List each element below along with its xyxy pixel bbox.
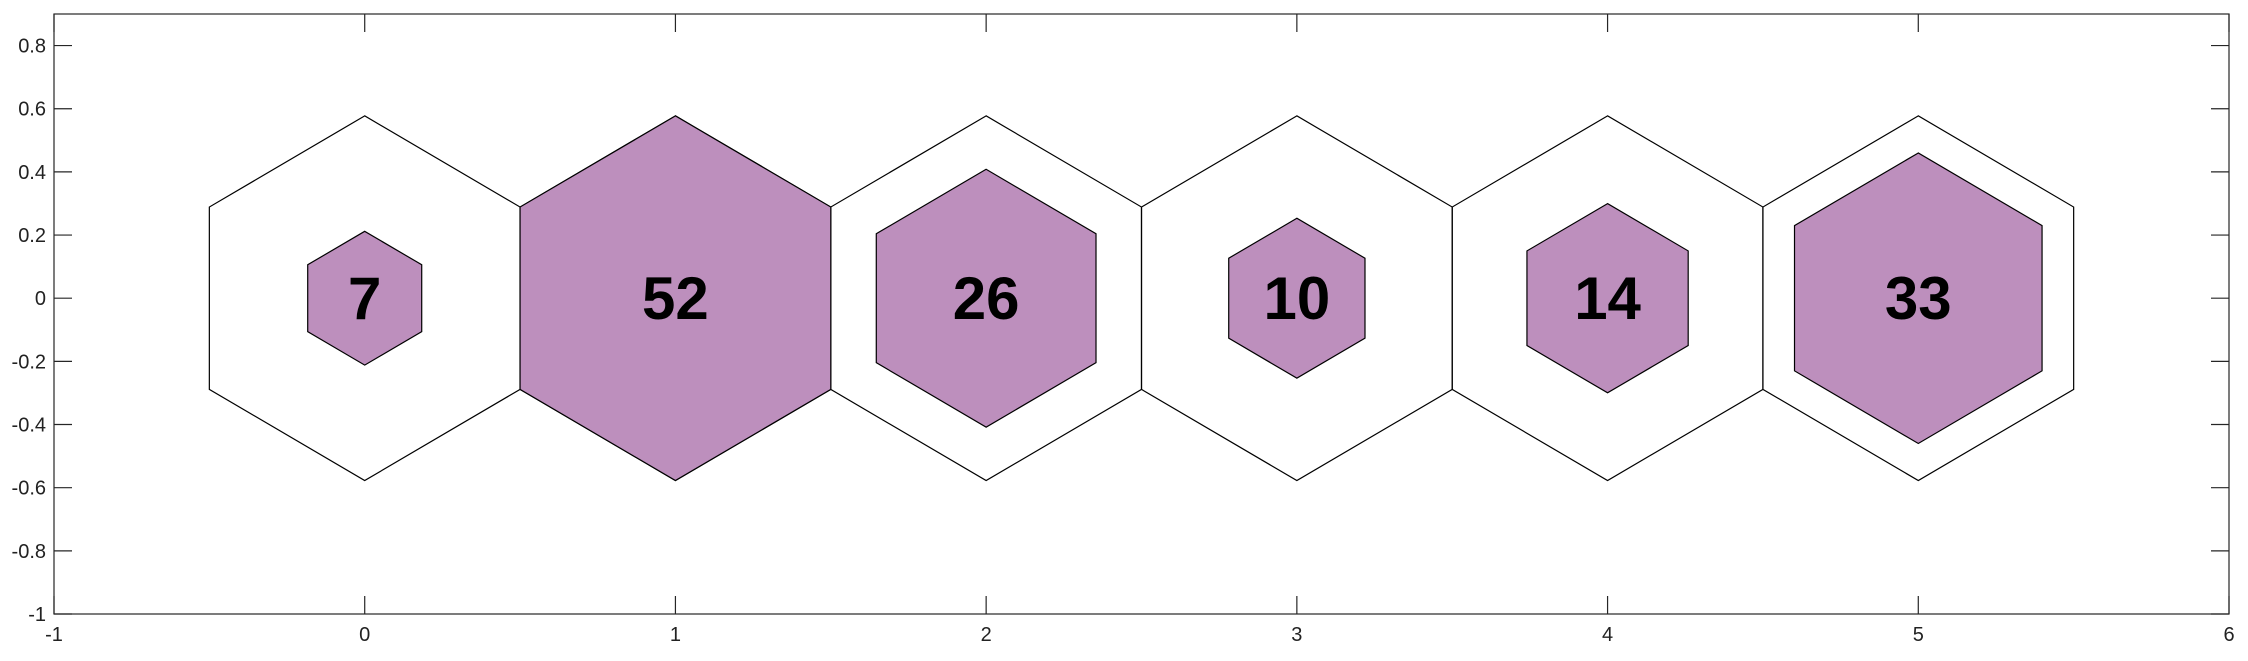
x-tick-label: 4 [1602, 624, 1613, 646]
hex-bin [1526, 202, 1689, 394]
hex-value-label: 52 [642, 265, 709, 332]
y-tick-label: 0 [35, 288, 46, 310]
y-tick-label: -0.4 [12, 415, 46, 437]
axes-layer: -1 0 1 2 3 4 5 6 -1 -0.8 -0.6 -0.4 -0.2 0 0.2 0.4 0.6 0.8 [12, 13, 2235, 646]
hex-value-label: 33 [1885, 265, 1952, 332]
hex-bin [1228, 217, 1366, 379]
y-tick-label: -0.6 [12, 478, 46, 500]
hex-value-label: 10 [1263, 265, 1330, 332]
hex-bin [519, 115, 832, 482]
hex-bin [307, 230, 423, 366]
y-tick-label: 0.4 [18, 162, 46, 184]
y-tick-label: -0.2 [12, 351, 46, 373]
hex-value-label: 26 [953, 265, 1020, 332]
x-tick-label: -1 [45, 624, 63, 646]
x-tick-label: 5 [1913, 624, 1924, 646]
x-tick-label: 0 [359, 624, 370, 646]
x-tick-label: 2 [981, 624, 992, 646]
y-tick-label: 0.8 [18, 36, 46, 58]
hex-value-label: 7 [348, 265, 381, 332]
hex-label-layer: 7 52 26 10 14 33 [348, 265, 1952, 332]
x-tick-label: 6 [2223, 624, 2234, 646]
x-tick-label: 3 [1291, 624, 1302, 646]
y-tick-label: 0.2 [18, 225, 46, 247]
plot-frame [53, 13, 2230, 615]
y-tick-label: -1 [28, 604, 46, 626]
hex-cell-outline [1762, 115, 2075, 482]
x-tick-label: 1 [670, 624, 681, 646]
y-tick-label: 0.6 [18, 99, 46, 121]
hex-bin [1793, 152, 2043, 445]
hex-value-label: 14 [1574, 265, 1641, 332]
hex-fill-layer [307, 115, 2043, 482]
hex-bin [875, 168, 1097, 428]
y-tick-label: -0.8 [12, 541, 46, 563]
